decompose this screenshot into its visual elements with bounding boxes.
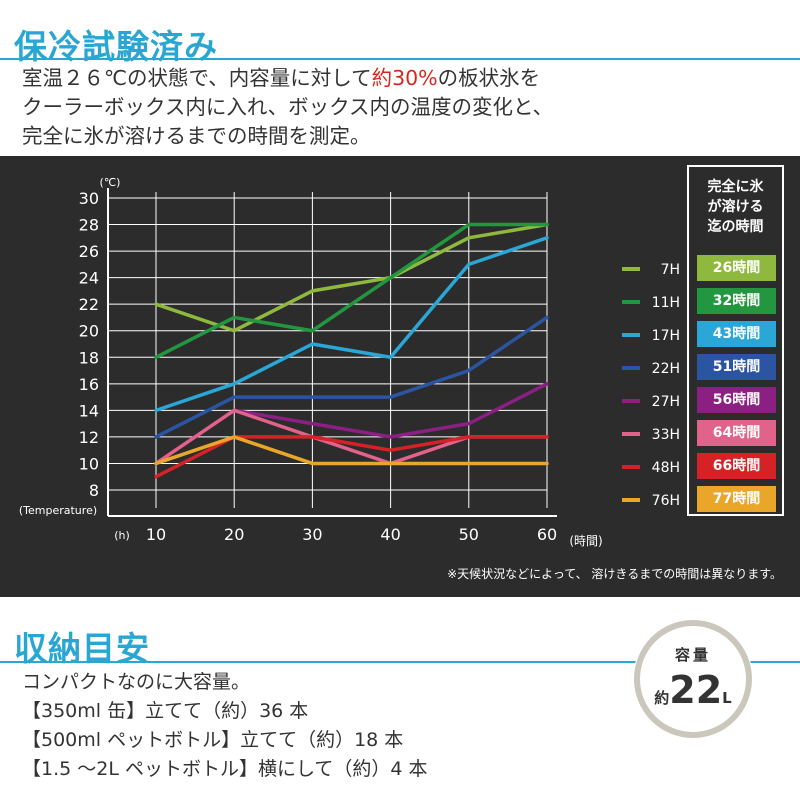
series-line-17h <box>154 236 549 413</box>
series-line-76h <box>154 435 549 466</box>
legend-heading-line-2: が溶ける <box>707 199 764 215</box>
duration-badge-33h: 64時間 <box>697 420 776 446</box>
duration-badge-48h: 66時間 <box>697 453 776 479</box>
y-tick-label-22: 22 <box>79 295 99 314</box>
duration-badge-11h: 32時間 <box>697 288 776 314</box>
intro-line-1a: 室温２６℃の状態で、内容量に対して <box>22 66 372 90</box>
duration-badge-22h: 51時間 <box>697 354 776 380</box>
legend-heading-line-1: 完全に氷 <box>707 179 764 195</box>
legend-label-17h: 17H <box>652 328 680 344</box>
capacity-value: 約22L <box>640 668 746 712</box>
duration-badge-17h: 43時間 <box>697 321 776 347</box>
x-tick-label-10: 10 <box>146 525 166 544</box>
series-line-7h <box>154 222 549 333</box>
capacity-label: 容量 <box>674 646 711 664</box>
x-tick-label-50: 50 <box>459 525 479 544</box>
x-tick-label-30: 30 <box>302 525 322 544</box>
y-axis-title: (Temperature) <box>19 504 97 517</box>
y-tick-label-16: 16 <box>79 375 99 394</box>
section-divider <box>0 58 800 60</box>
y-tick-label-12: 12 <box>79 428 99 447</box>
intro-line-2: クーラーボックス内に入れ、ボックス内の温度の変化と、 <box>22 95 554 119</box>
y-unit-label: (℃) <box>100 176 121 189</box>
capacity-unit: L <box>722 689 732 707</box>
duration-badge-27h: 56時間 <box>697 387 776 413</box>
x-tick-label-40: 40 <box>380 525 400 544</box>
y-tick-label-24: 24 <box>79 269 99 288</box>
chart-panel: 8 10 12 14 16 18 20 22 24 26 28 30 10 20 30 40 50 60 (℃) (T… <box>0 156 800 597</box>
duration-badge-76h: 77時間 <box>697 486 776 512</box>
y-tick-label-28: 28 <box>79 216 99 235</box>
weather-note: ※天候状況などによって、 溶けきるまでの時間は異なります。 <box>447 567 782 581</box>
storage-line-3: 【500ml ペットボトル】立てて（約）18 本 <box>22 729 404 751</box>
legend-label-22h: 22H <box>652 361 680 377</box>
section-divider-2 <box>0 661 800 663</box>
intro-line-3: 完全に氷が溶けるまでの時間を測定。 <box>22 124 371 148</box>
y-tick-label-8: 8 <box>89 481 99 500</box>
legend-label-7h: 7H <box>661 262 680 278</box>
intro-text: 室温２６℃の状態で、内容量に対して約30%の板状氷を クーラーボックス内に入れ、… <box>22 64 792 151</box>
duration-legend-box: 完全に氷 が溶ける 迄の時間 26時間 32時間 43時間 51時間 56時間 64時間 6… <box>687 165 784 516</box>
y-tick-label-14: 14 <box>79 401 99 420</box>
series-line-11h <box>154 222 549 360</box>
duration-badge-7h: 26時間 <box>697 255 776 281</box>
legend-heading-line-3: 迄の時間 <box>707 219 764 235</box>
x-unit-label: (h) <box>114 529 130 542</box>
legend-label-33h: 33H <box>652 427 680 443</box>
y-tick-label-26: 26 <box>79 242 99 261</box>
capacity-number: 22 <box>669 668 723 712</box>
storage-list: コンパクトなのに大容量。 【350ml 缶】立てて（約）36 本 【500ml … <box>22 668 428 784</box>
y-tick-label-20: 20 <box>79 322 99 341</box>
x-axis-title: (時間) <box>569 534 602 548</box>
legend-label-76h: 76H <box>652 493 680 509</box>
series-line-22h <box>154 315 549 439</box>
legend-label-27h: 27H <box>652 394 680 410</box>
y-tick-label-30: 30 <box>79 189 99 208</box>
y-tick-label-18: 18 <box>79 348 99 367</box>
legend-heading: 完全に氷 が溶ける 迄の時間 <box>689 177 782 237</box>
section-title-cold-test: 保冷試験済み <box>14 27 218 66</box>
legend-label-48h: 48H <box>652 460 680 476</box>
storage-line-1: コンパクトなのに大容量。 <box>22 671 251 693</box>
capacity-badge: 容量 約22L <box>634 620 752 738</box>
storage-line-4: 【1.5 ～2L ペットボトル】横にして（約）4 本 <box>22 758 428 780</box>
x-tick-label-20: 20 <box>224 525 244 544</box>
legend-label-11h: 11H <box>652 295 680 311</box>
storage-line-2: 【350ml 缶】立てて（約）36 本 <box>22 700 309 722</box>
y-tick-label-10: 10 <box>79 454 99 473</box>
intro-highlight: 約30% <box>371 66 438 90</box>
temperature-chart: 8 10 12 14 16 18 20 22 24 26 28 30 10 20 30 40 50 60 (℃) (T… <box>19 176 680 548</box>
intro-line-1: 室温２６℃の状態で、内容量に対して約30%の板状氷を <box>22 64 792 93</box>
intro-line-1b: の板状氷を <box>437 66 541 90</box>
x-tick-label-60: 60 <box>537 525 557 544</box>
series-line-48h <box>154 435 549 479</box>
capacity-prefix: 約 <box>654 689 670 707</box>
